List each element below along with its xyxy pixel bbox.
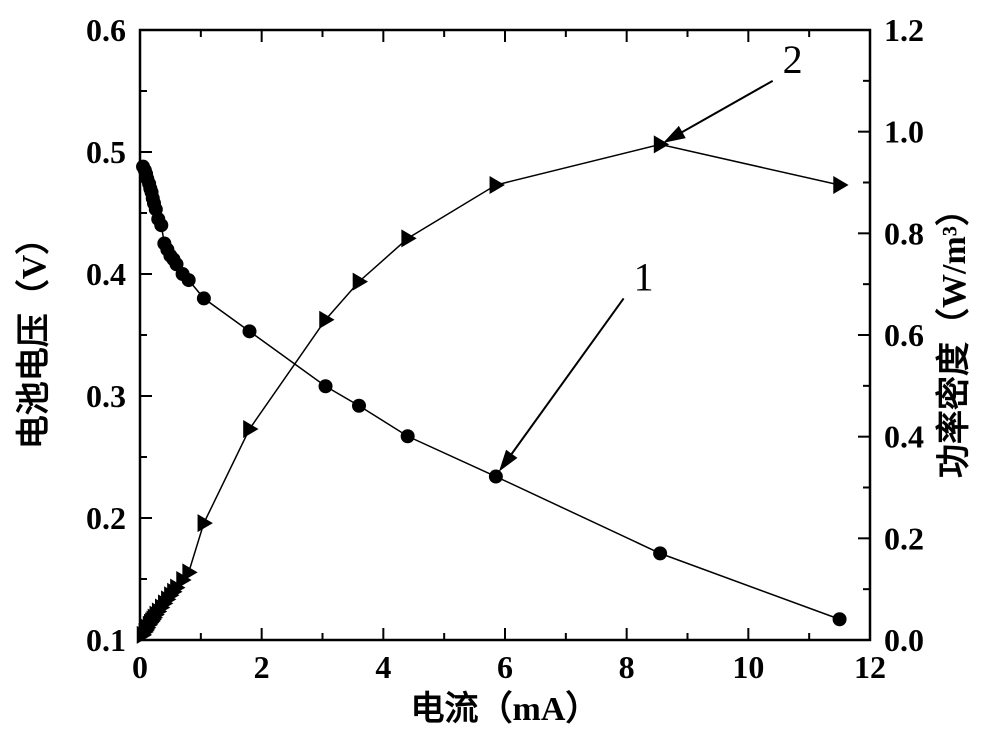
x-tick-label: 4: [375, 649, 391, 685]
series-power-marker: [401, 229, 416, 247]
series-voltage-line: [143, 167, 840, 620]
series-voltage-marker: [489, 470, 503, 484]
x-tick-label: 6: [497, 649, 513, 685]
series-voltage-marker: [154, 218, 168, 232]
series-voltage-marker: [352, 399, 366, 413]
y-right-tick-label: 0.8: [884, 215, 924, 251]
annotation-1-arrowhead: [499, 450, 518, 472]
series-voltage-marker: [243, 324, 257, 338]
series-voltage-marker: [833, 612, 847, 626]
x-axis-label: 电流（mA）: [411, 689, 600, 728]
annotation-2-label: 2: [783, 37, 803, 82]
series-power-line: [143, 144, 840, 635]
annotation-2-arrowhead: [663, 126, 686, 143]
chart-container: 0246810120.10.20.30.40.50.60.00.20.40.60…: [0, 0, 1000, 738]
x-tick-label: 10: [732, 649, 764, 685]
series-voltage-marker: [319, 379, 333, 393]
series-power-marker: [833, 176, 848, 194]
x-tick-label: 0: [132, 649, 148, 685]
annotation-2-arrow: [673, 81, 773, 138]
annotation-1-arrow: [505, 298, 623, 462]
series-power-marker: [490, 176, 505, 194]
y-right-axis-label: 功率密度（W/m³）: [934, 192, 973, 478]
series-power-marker: [198, 514, 213, 532]
x-tick-label: 12: [854, 649, 886, 685]
dual-axis-chart: 0246810120.10.20.30.40.50.60.00.20.40.60…: [0, 0, 1000, 738]
y-right-tick-label: 0.4: [884, 419, 924, 455]
y-right-tick-label: 1.0: [884, 114, 924, 150]
y-right-tick-label: 0.2: [884, 520, 924, 556]
x-tick-label: 2: [254, 649, 270, 685]
series-power-marker: [319, 311, 334, 329]
series-voltage-marker: [653, 546, 667, 560]
series-voltage-marker: [401, 429, 415, 443]
y-right-tick-label: 0.6: [884, 317, 924, 353]
y-left-tick-label: 0.6: [86, 12, 126, 48]
y-left-tick-label: 0.2: [86, 500, 126, 536]
y-left-tick-label: 0.4: [86, 256, 126, 292]
y-right-tick-label: 0.0: [884, 622, 924, 658]
series-voltage-marker: [182, 273, 196, 287]
y-left-tick-label: 0.3: [86, 378, 126, 414]
series-power-marker: [654, 135, 669, 153]
x-tick-label: 8: [619, 649, 635, 685]
series-power-marker: [243, 420, 258, 438]
y-left-tick-label: 0.1: [86, 622, 126, 658]
y-left-tick-label: 0.5: [86, 134, 126, 170]
y-left-axis-label: 电池电压（V）: [14, 221, 53, 450]
series-voltage-marker: [197, 291, 211, 305]
y-right-tick-label: 1.2: [884, 12, 924, 48]
annotation-1-label: 1: [634, 254, 654, 299]
